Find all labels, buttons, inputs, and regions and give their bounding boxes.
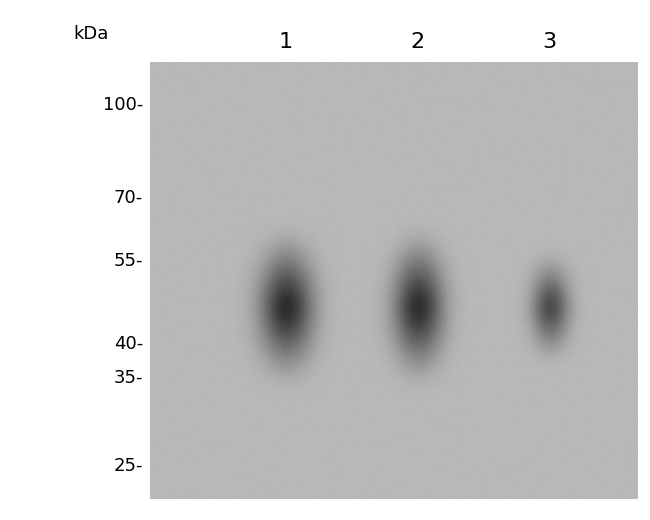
Text: 2: 2 bbox=[411, 32, 424, 51]
Text: 70-: 70- bbox=[114, 189, 143, 207]
Text: 25-: 25- bbox=[114, 457, 143, 475]
Text: 35-: 35- bbox=[114, 369, 143, 387]
Text: 55-: 55- bbox=[114, 252, 143, 270]
Text: 3: 3 bbox=[542, 32, 556, 51]
Text: 1: 1 bbox=[279, 32, 293, 51]
Text: 100-: 100- bbox=[103, 96, 143, 114]
Text: 40-: 40- bbox=[114, 335, 143, 353]
Text: kDa: kDa bbox=[73, 25, 109, 43]
